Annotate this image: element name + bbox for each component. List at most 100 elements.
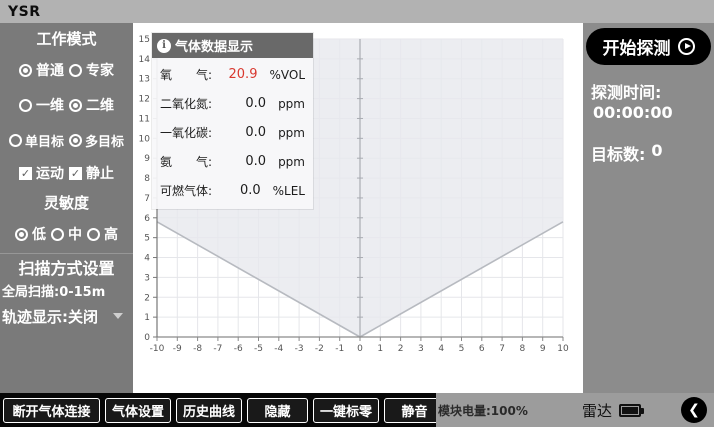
status-strip: 模块电量:100% 雷达 ❮ [436,393,714,427]
radio-option-medium[interactable]: 中 [51,224,82,244]
svg-text:3: 3 [144,273,150,283]
gas-row-co: 一氧化碳: 0.0 ppm [152,118,313,147]
one-key-zero-button[interactable]: 一键标零 [313,397,380,423]
radio-label: 高 [104,227,118,243]
radio-icon [19,98,32,112]
detect-time-label: 探测时间: [591,83,662,102]
svg-text:6: 6 [479,344,485,354]
radio-icon [51,227,64,241]
back-button[interactable]: ❮ [681,397,707,423]
svg-text:11: 11 [139,114,150,124]
gas-label: 二氧化氮: [160,97,213,111]
svg-text:3: 3 [418,344,424,354]
target-count-label: 目标数: [591,145,646,164]
svg-text:7: 7 [144,194,150,204]
checkbox-option-static[interactable]: ✓ 静止 [69,163,114,183]
radio-option-high[interactable]: 高 [87,224,118,244]
radio-selected-icon [69,98,82,112]
gas-value: 0.0 [239,183,261,198]
mode-radio-group: 普通 专家 [0,59,133,81]
svg-text:6: 6 [144,214,150,224]
svg-text:1: 1 [377,344,383,354]
gas-label: 可燃气体: [160,184,213,198]
disconnect-gas-button[interactable]: 断开气体连接 [3,397,100,423]
checkbox-label: 运动 [36,166,64,182]
check-mark: ✓ [20,166,31,180]
gas-unit: ppm [278,125,305,140]
gas-row-nh3: 氨 气: 0.0 ppm [152,147,313,176]
battery-icon [619,403,644,417]
svg-text:-6: -6 [234,344,243,354]
svg-text:13: 13 [139,75,150,85]
svg-text:-10: -10 [150,344,165,354]
radio-option-normal[interactable]: 普通 [19,60,64,80]
gas-value: 20.9 [228,67,258,82]
gas-panel-header[interactable]: i 气体数据显示 [152,33,313,58]
gas-value: 0.0 [245,125,267,140]
gas-unit: ppm [278,154,305,169]
target-count-value: 0 [651,141,663,160]
gas-unit: ppm [278,96,305,111]
radar-scan-chart-area: -10 -9 -8 -7 -6 -5 -4 -3 -2 -1 0 1 2 3 4 5 6 7 8 9 10 0 1 2 3 4 5 6… [133,23,583,393]
svg-text:2: 2 [144,293,150,303]
trace-display-dropdown[interactable]: 轨迹显示:关闭 [0,303,133,329]
radio-option-2d[interactable]: 二维 [69,95,114,115]
radio-label: 二维 [86,98,114,114]
target-count: 目标数: 0 [591,141,663,165]
gas-value: 0.0 [245,154,267,169]
gas-row-combustible: 可燃气体: 0.0 %LEL [152,176,313,205]
checkbox-checked-icon: ✓ [19,166,32,180]
radar-status: 雷达 [582,400,644,421]
radio-option-expert[interactable]: 专家 [69,60,114,80]
svg-text:-4: -4 [274,344,283,354]
svg-text:7: 7 [499,344,505,354]
radio-selected-icon [15,227,28,241]
detection-panel: 开始探测 探测时间: 00:00:00 目标数: 0 [583,23,714,393]
svg-text:10: 10 [139,134,151,144]
radio-icon [8,133,22,147]
gas-value: 0.0 [245,96,267,111]
svg-text:9: 9 [540,344,546,354]
check-mark: ✓ [70,166,81,180]
start-detection-button[interactable]: 开始探测 [586,28,711,65]
svg-text:2: 2 [398,344,404,354]
svg-text:8: 8 [520,344,526,354]
radio-selected-icon [19,63,32,77]
radio-label: 普通 [36,63,64,79]
radio-option-1d[interactable]: 一维 [19,95,64,115]
radio-label: 低 [32,227,46,243]
dimension-radio-group: 一维 二维 [0,94,133,116]
svg-text:1: 1 [144,313,150,323]
gas-label: 一氧化碳: [160,126,213,140]
radio-label: 专家 [86,63,114,79]
svg-text:4: 4 [438,344,444,354]
radio-option-multi-target[interactable]: 多目标 [69,131,124,150]
global-scan-range-label: 全局扫描:0-15m [2,284,106,300]
hide-button[interactable]: 隐藏 [247,397,309,423]
checkbox-checked-icon: ✓ [69,166,82,180]
toolbar-buttons: 断开气体连接 气体设置 历史曲线 隐藏 一键标零 静音 [0,393,446,427]
gas-unit: %VOL [269,67,305,82]
trace-display-label: 轨迹显示:关闭 [2,307,98,326]
gas-settings-button[interactable]: 气体设置 [105,397,172,423]
app-title: YSR [8,3,41,20]
svg-text:15: 15 [139,35,150,45]
svg-text:-2: -2 [315,344,324,354]
svg-text:10: 10 [557,344,569,354]
svg-text:5: 5 [144,234,150,244]
detect-time-value: 00:00:00 [593,103,673,122]
settings-sidebar: 工作模式 普通 专家 一维 二维 单目标 [0,23,133,393]
target-radio-group: 单目标 多目标 [0,129,133,151]
back-chevron-icon: ❮ [688,401,700,418]
titlebar: YSR [0,0,714,23]
svg-text:-5: -5 [254,344,263,354]
svg-text:0: 0 [144,333,150,343]
radio-option-single-target[interactable]: 单目标 [8,131,64,150]
gas-label: 氧 气: [160,68,213,82]
history-curve-button[interactable]: 历史曲线 [176,397,243,423]
radio-option-low[interactable]: 低 [15,224,46,244]
radio-selected-icon [69,133,82,147]
start-detection-label: 开始探测 [602,39,671,59]
checkbox-option-motion[interactable]: ✓ 运动 [19,163,64,183]
